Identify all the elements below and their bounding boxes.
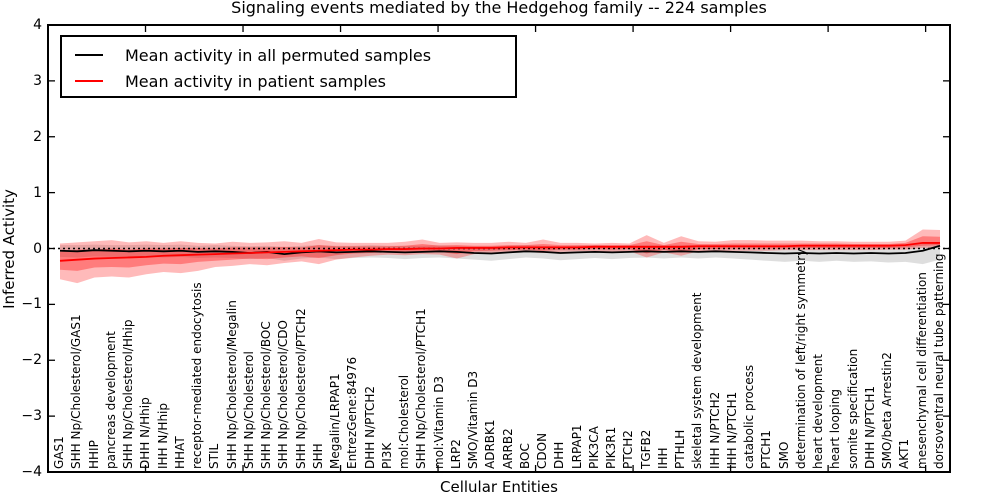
x-category-label: SHH Np/Cholesterol/CDO	[276, 320, 291, 469]
x-category-label: SHH Np/Cholesterol	[241, 351, 256, 469]
x-category-label: dorsoventral neural tube patterning	[932, 253, 946, 469]
x-category-label: SMO/Vitamin D3	[466, 370, 481, 469]
permuted-line-sample-icon	[75, 54, 103, 56]
x-category-label: GAS1	[52, 436, 66, 469]
y-tick-label: 2	[33, 128, 42, 145]
x-category-label: DHH N/PTCH2	[362, 385, 377, 469]
y-tick-label: −1	[21, 296, 42, 313]
patient-range-outer-band	[60, 229, 940, 284]
x-category-label: DHH	[552, 441, 567, 469]
permuted-mean-line	[59, 244, 941, 255]
x-category-label: PTHLH	[673, 429, 688, 469]
x-category-label: PIK3CA	[586, 426, 601, 469]
x-category-label: IHH N/Hhip	[155, 403, 170, 469]
chart-title: Signaling events mediated by the Hedgeho…	[231, 0, 767, 17]
x-category-label: determination of left/right symmetry	[793, 248, 808, 469]
x-category-label: skeletal system development	[690, 292, 705, 469]
x-category-label: PIK3R1	[604, 426, 619, 469]
x-category-label: HHIP	[86, 440, 101, 469]
x-category-label: mesenchymal cell differentiation	[914, 272, 929, 469]
x-category-label: SHH Np/Cholesterol/BOC	[259, 321, 274, 469]
x-category-label: LRPAP1	[569, 424, 584, 469]
x-category-label: SHH Np/Cholesterol/PTCH1	[414, 308, 429, 469]
x-category-label: SHH Np/Cholesterol/Megalin	[224, 300, 239, 469]
x-category-label: SHH Np/Cholesterol/Hhip	[121, 319, 136, 469]
patient-range-inner-band	[60, 236, 940, 271]
legend-label-patient: Mean activity in patient samples	[125, 71, 386, 91]
x-category-label: CDON	[535, 432, 550, 469]
x-category-label: SHH Np/Cholesterol/GAS1	[69, 314, 84, 469]
x-category-label: mol:Cholesterol	[397, 374, 412, 469]
x-category-label: mol:Vitamin D3	[431, 375, 446, 469]
x-category-label: DHH N/Hhip	[138, 397, 153, 469]
x-category-label: IHH	[655, 447, 670, 469]
x-category-label: ADRBK1	[483, 419, 498, 469]
y-tick-label: −2	[21, 352, 42, 369]
legend: Mean activity in all permuted samples Me…	[60, 35, 517, 98]
x-category-label: ARRB2	[500, 428, 515, 469]
x-category-label: AKT1	[897, 438, 912, 469]
x-category-label: SHH	[310, 443, 325, 469]
legend-item-patient: Mean activity in patient samples	[75, 68, 515, 94]
x-category-label: PTCH2	[621, 430, 636, 469]
legend-label-permuted: Mean activity in all permuted samples	[125, 45, 432, 65]
x-axis-label: Cellular Entities	[440, 478, 558, 496]
x-category-label: SMO/beta Arrestin2	[880, 352, 895, 469]
x-category-label: TGFB2	[638, 429, 653, 469]
legend-item-permuted: Mean activity in all permuted samples	[75, 42, 515, 68]
patient-mean-line	[59, 242, 940, 262]
x-category-label: DHH N/PTCH1	[862, 385, 877, 469]
x-category-label: catabolic process	[742, 364, 757, 469]
x-category-label: SMO	[776, 441, 791, 469]
y-tick-label: −3	[21, 408, 42, 425]
y-tick-label: 0	[33, 240, 42, 257]
x-category-label: HHAT	[172, 436, 187, 469]
y-tick-label: 3	[33, 72, 42, 89]
x-category-label: BOC	[517, 443, 532, 469]
x-category-label: somite specification	[845, 348, 860, 469]
patient-line-sample-icon	[75, 80, 103, 82]
x-category-label: SHH Np/Cholesterol/PTCH2	[293, 308, 308, 469]
x-category-label: Megalin/LRPAP1	[328, 373, 343, 469]
y-tick-label: 4	[33, 17, 42, 33]
y-tick-label: 1	[33, 184, 42, 201]
x-category-label: LRP2	[448, 439, 463, 469]
x-category-label: IHH N/PTCH1	[724, 391, 739, 469]
x-category-label: heart development	[811, 354, 826, 469]
x-category-label: heart looping	[828, 389, 843, 469]
x-category-label: receptor-mediated endocytosis	[190, 282, 205, 469]
x-category-label: EntrezGene:84976	[345, 356, 360, 469]
x-category-label: STIL	[207, 443, 222, 469]
x-category-label: pancreas development	[103, 331, 118, 469]
x-category-label: IHH N/PTCH2	[707, 391, 722, 469]
x-category-label: PI3K	[379, 442, 394, 469]
x-category-label: PTCH1	[759, 430, 774, 469]
y-tick-label: −4	[21, 464, 42, 480]
